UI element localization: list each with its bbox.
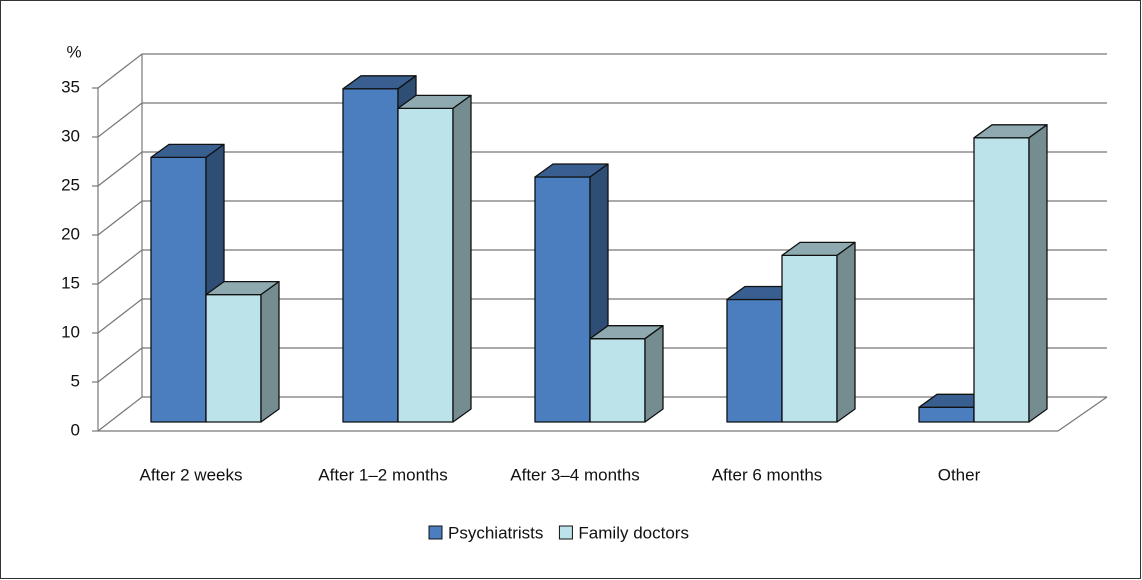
bar	[150, 156, 207, 423]
bar	[918, 406, 975, 423]
y-tick-label: 10	[61, 322, 80, 341]
bar	[397, 107, 454, 423]
grid-diagonal	[97, 396, 143, 432]
bar	[342, 88, 399, 423]
bar-side	[452, 94, 472, 423]
x-tick-label: Other	[938, 465, 981, 484]
grid-diagonal	[97, 298, 143, 334]
x-tick-label: After 3–4 months	[510, 465, 639, 484]
x-tick-label: After 1–2 months	[318, 465, 447, 484]
y-tick-label: 20	[61, 224, 80, 243]
grid-diagonal	[97, 151, 143, 187]
y-tick-label: 35	[61, 77, 80, 96]
bar-side	[1028, 124, 1048, 423]
floor-side	[1057, 396, 1108, 432]
bar	[589, 338, 646, 423]
bar	[534, 176, 591, 423]
bar	[973, 137, 1030, 423]
x-tick-label: After 6 months	[712, 465, 823, 484]
grid-diagonal	[97, 249, 143, 285]
bar-side	[260, 280, 280, 423]
grid-diagonal	[97, 102, 143, 138]
legend-swatch	[428, 525, 443, 540]
y-tick-label: 15	[61, 273, 80, 292]
y-tick-label: 30	[61, 126, 80, 145]
grid-diagonal	[97, 53, 143, 89]
legend-swatch	[558, 525, 573, 540]
bar	[781, 254, 838, 423]
y-axis-label: %	[66, 42, 81, 61]
y-tick-label: 0	[71, 420, 80, 439]
grid-diagonal	[97, 347, 143, 383]
grid-diagonal	[97, 200, 143, 236]
bar-side	[836, 241, 856, 423]
y-tick-label: 25	[61, 175, 80, 194]
y-tick-label: 5	[71, 371, 80, 390]
bar	[205, 293, 262, 423]
legend-label: Psychiatrists	[448, 523, 543, 542]
x-tick-label: After 2 weeks	[140, 465, 243, 484]
bar	[726, 298, 783, 423]
legend-label: Family doctors	[578, 523, 689, 542]
bar-side	[644, 325, 664, 423]
